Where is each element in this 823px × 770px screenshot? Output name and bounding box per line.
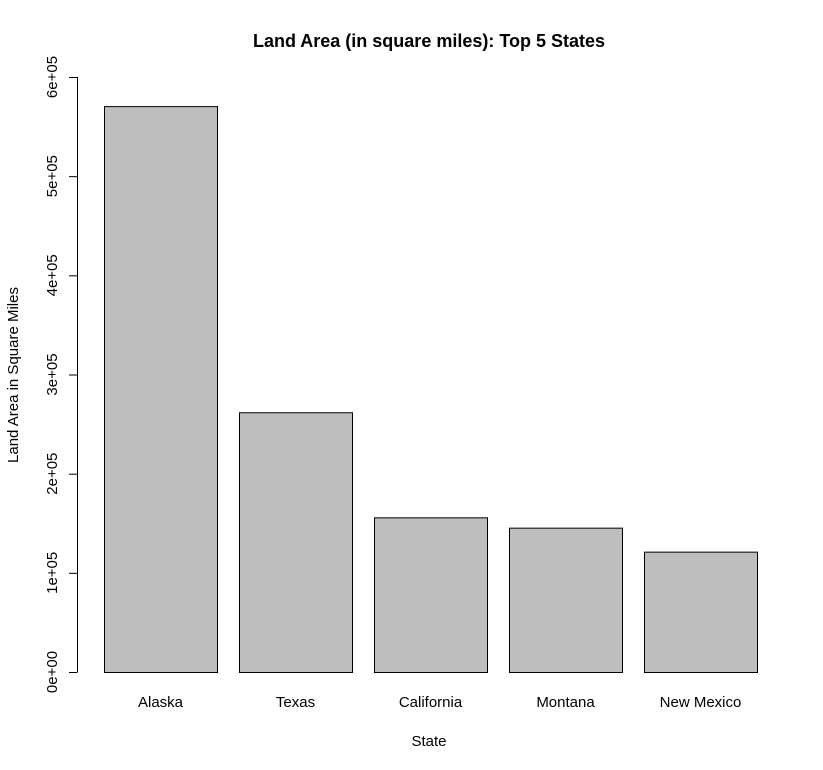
x-tick-label: California [399,694,463,711]
x-tick-labels: Alaska Texas California Montana New Mexico [138,694,741,711]
bar-california [374,517,488,673]
y-tick-label: 6e+05 [44,56,61,98]
y-tick-label: 3e+05 [44,353,61,395]
bar-montana [509,527,623,674]
bar-alaska [104,106,218,674]
y-tick-label: 5e+05 [44,155,61,197]
x-tick-label: Texas [276,694,315,711]
y-axis: 0e+00 1e+05 2e+05 3e+05 4e+05 5e+05 6e+05 [44,56,78,693]
x-tick-label: Alaska [138,694,184,711]
y-tick-label: 4e+05 [44,254,61,296]
bars-group [104,106,758,674]
y-axis-label: Land Area in Square Miles [5,287,22,463]
y-tick-label: 1e+05 [44,552,61,594]
x-tick-label: New Mexico [660,694,742,711]
y-tick-label: 2e+05 [44,453,61,495]
x-tick-label: Montana [536,694,595,711]
bar-new-mexico [644,551,758,673]
x-axis-label: State [411,733,446,750]
bar-texas [239,412,353,673]
chart-title: Land Area (in square miles): Top 5 State… [253,31,605,51]
y-tick-label: 0e+00 [44,651,61,693]
